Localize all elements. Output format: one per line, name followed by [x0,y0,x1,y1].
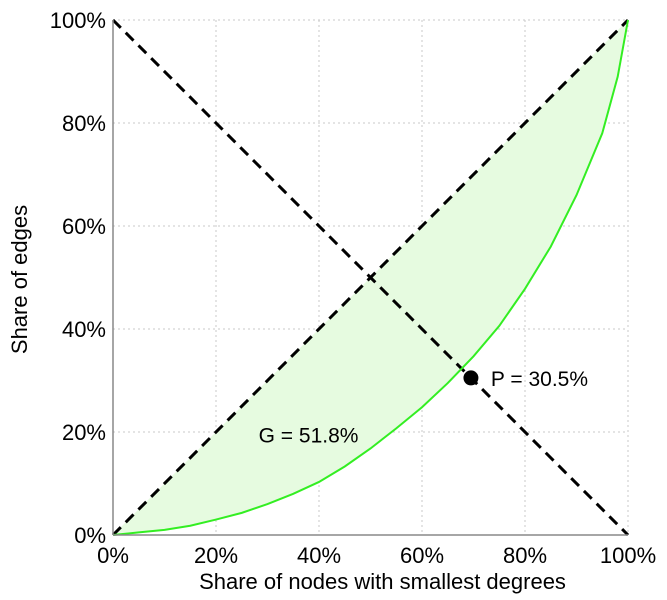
y-tick-label: 0% [74,523,106,548]
y-tick-label: 100% [50,8,106,33]
tick-labels: 0% 20% 40% 60% 80% 100% 0% 20% 40% 60% 80% 100% [50,8,656,568]
anti-diagonal-line [111,18,630,537]
y-tick-label: 20% [62,420,106,445]
lorenz-curve-line [112,19,629,536]
y-axis-label: Share of edges [7,205,32,354]
y-tick-label: 80% [62,111,106,136]
x-tick-label: 0% [97,543,129,568]
x-tick-label: 20% [194,543,238,568]
y-tick-label: 60% [62,214,106,239]
x-tick-label: 80% [503,543,547,568]
axes [112,20,628,536]
p-point-label: P = 30.5% [491,368,588,391]
y-tick-label: 40% [62,317,106,342]
x-tick-label: 40% [297,543,341,568]
x-axis-label: Share of nodes with smallest degrees [199,569,566,594]
x-tick-label: 100% [600,543,656,568]
p-point-marker [463,370,479,386]
x-tick-label: 60% [400,543,444,568]
gini-area-label: G = 51.8% [259,425,359,448]
